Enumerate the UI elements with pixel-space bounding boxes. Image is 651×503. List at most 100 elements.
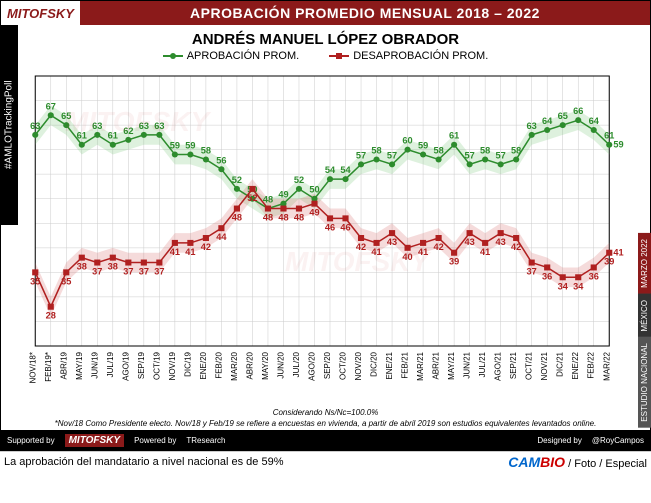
svg-text:SEP/20: SEP/20 [323,352,332,380]
svg-text:43: 43 [464,237,474,247]
caption-text: La aprobación del mandatario a nivel nac… [4,456,283,468]
legend-approval: APROBACIÓN PROM. [163,50,299,62]
svg-text:ABR/19: ABR/19 [59,352,68,380]
svg-text:28: 28 [46,311,56,321]
caption-source-label: / Foto / Especial [568,458,647,470]
svg-text:57: 57 [464,150,474,160]
svg-text:63: 63 [527,121,537,131]
svg-text:48: 48 [278,213,288,223]
svg-text:46: 46 [325,222,335,232]
svg-text:59: 59 [613,140,623,150]
svg-text:38: 38 [108,262,118,272]
legend-marker-green [163,55,183,57]
svg-text:56: 56 [216,155,226,165]
svg-text:46: 46 [340,222,350,232]
right-tags: MARZO 2022 MÉXICO ESTUDIO NACIONAL [638,233,651,428]
svg-text:36: 36 [542,272,552,282]
svg-text:AGO/21: AGO/21 [494,352,503,381]
mitofsky-logo: MITOFSKY [1,1,80,25]
svg-text:ENE/20: ENE/20 [199,352,208,380]
svg-text:48: 48 [232,213,242,223]
svg-text:65: 65 [558,111,568,121]
chart-subtitle: ANDRÉS MANUEL LÓPEZ OBRADOR [1,31,650,48]
svg-text:64: 64 [589,116,600,126]
watermark: MITOFSKY [65,106,209,138]
svg-text:52: 52 [294,175,304,185]
svg-text:NOV/21: NOV/21 [540,352,549,381]
svg-text:57: 57 [496,150,506,160]
footer-right: Designed by @RoyCampos [537,436,644,445]
svg-text:DIC/19: DIC/19 [183,352,192,377]
svg-text:64: 64 [542,116,553,126]
note-considering: Considerando Ns/Nc=100.0% [1,408,650,417]
legend-approval-label: APROBACIÓN PROM. [187,50,299,62]
svg-text:MAR/20: MAR/20 [230,352,239,381]
svg-text:ENE/21: ENE/21 [385,352,394,380]
svg-text:58: 58 [511,146,521,156]
svg-text:41: 41 [480,247,490,257]
chart-area: MITOFSKY MITOFSKY 6367656163616263635959… [25,66,640,406]
svg-text:OCT/21: OCT/21 [525,352,534,380]
svg-text:AGO/19: AGO/19 [121,352,130,381]
svg-text:41: 41 [613,248,623,258]
svg-text:SEP/21: SEP/21 [509,352,518,380]
svg-text:50: 50 [309,185,319,195]
svg-text:DIC/21: DIC/21 [556,352,565,377]
svg-text:66: 66 [573,106,583,116]
svg-text:FEB/20: FEB/20 [214,352,223,379]
svg-text:JUN/20: JUN/20 [276,352,285,379]
svg-text:JUN/21: JUN/21 [463,352,472,379]
svg-text:OCT/19: OCT/19 [152,352,161,380]
svg-text:MAR/22: MAR/22 [602,352,611,381]
svg-text:42: 42 [433,242,443,252]
svg-text:58: 58 [371,146,381,156]
legend: APROBACIÓN PROM. DESAPROBACIÓN PROM. [1,50,650,62]
svg-text:49: 49 [309,208,319,218]
svg-text:MAR/21: MAR/21 [416,352,425,381]
svg-text:JUL/19: JUL/19 [106,352,115,378]
svg-text:43: 43 [496,237,506,247]
svg-text:NOV/20: NOV/20 [354,352,363,381]
svg-text:MAY/20: MAY/20 [261,352,270,380]
svg-text:ENE/22: ENE/22 [571,352,580,380]
svg-text:42: 42 [511,242,521,252]
svg-text:MAY/21: MAY/21 [447,352,456,380]
svg-text:37: 37 [139,267,149,277]
designed-by: @RoyCampos [592,436,644,445]
powered-label: Powered by [134,436,176,445]
svg-text:59: 59 [170,141,180,151]
svg-text:63: 63 [30,121,40,131]
svg-text:AGO/20: AGO/20 [307,352,316,381]
svg-text:39: 39 [449,257,459,267]
svg-text:49: 49 [278,190,288,200]
svg-text:41: 41 [185,247,195,257]
svg-text:MAY/19: MAY/19 [75,352,84,380]
svg-text:59: 59 [418,141,428,151]
footnote: *Nov/18 Como Presidente electo. Nov/18 y… [1,419,650,428]
svg-text:37: 37 [154,267,164,277]
svg-text:37: 37 [92,267,102,277]
legend-marker-red [329,55,349,57]
svg-text:54: 54 [325,165,336,175]
svg-text:61: 61 [449,131,459,141]
svg-text:36: 36 [589,272,599,282]
svg-text:57: 57 [387,150,397,160]
tag-country: MÉXICO [638,294,651,338]
footer-mitofsky-logo: MITOFSKY [65,434,124,447]
watermark: MITOFSKY [285,246,429,278]
supported-label: Supported by [7,436,55,445]
legend-disapproval: DESAPROBACIÓN PROM. [329,50,488,62]
svg-text:58: 58 [201,146,211,156]
svg-text:OCT/20: OCT/20 [338,352,347,380]
header-title: APROBACIÓN PROMEDIO MENSUAL 2018 – 2022 [80,5,650,21]
svg-text:59: 59 [185,141,195,151]
svg-text:42: 42 [201,242,211,252]
legend-disapproval-label: DESAPROBACIÓN PROM. [353,50,488,62]
side-hashtag: #AMLOTrackingPoll [0,25,18,225]
svg-text:FEB/21: FEB/21 [400,352,409,379]
caption-bar: La aprobación del mandatario a nivel nac… [0,451,651,472]
svg-text:52: 52 [247,193,257,203]
svg-text:39: 39 [604,257,614,267]
tag-date: MARZO 2022 [638,233,651,294]
svg-text:JUL/20: JUL/20 [292,352,301,378]
